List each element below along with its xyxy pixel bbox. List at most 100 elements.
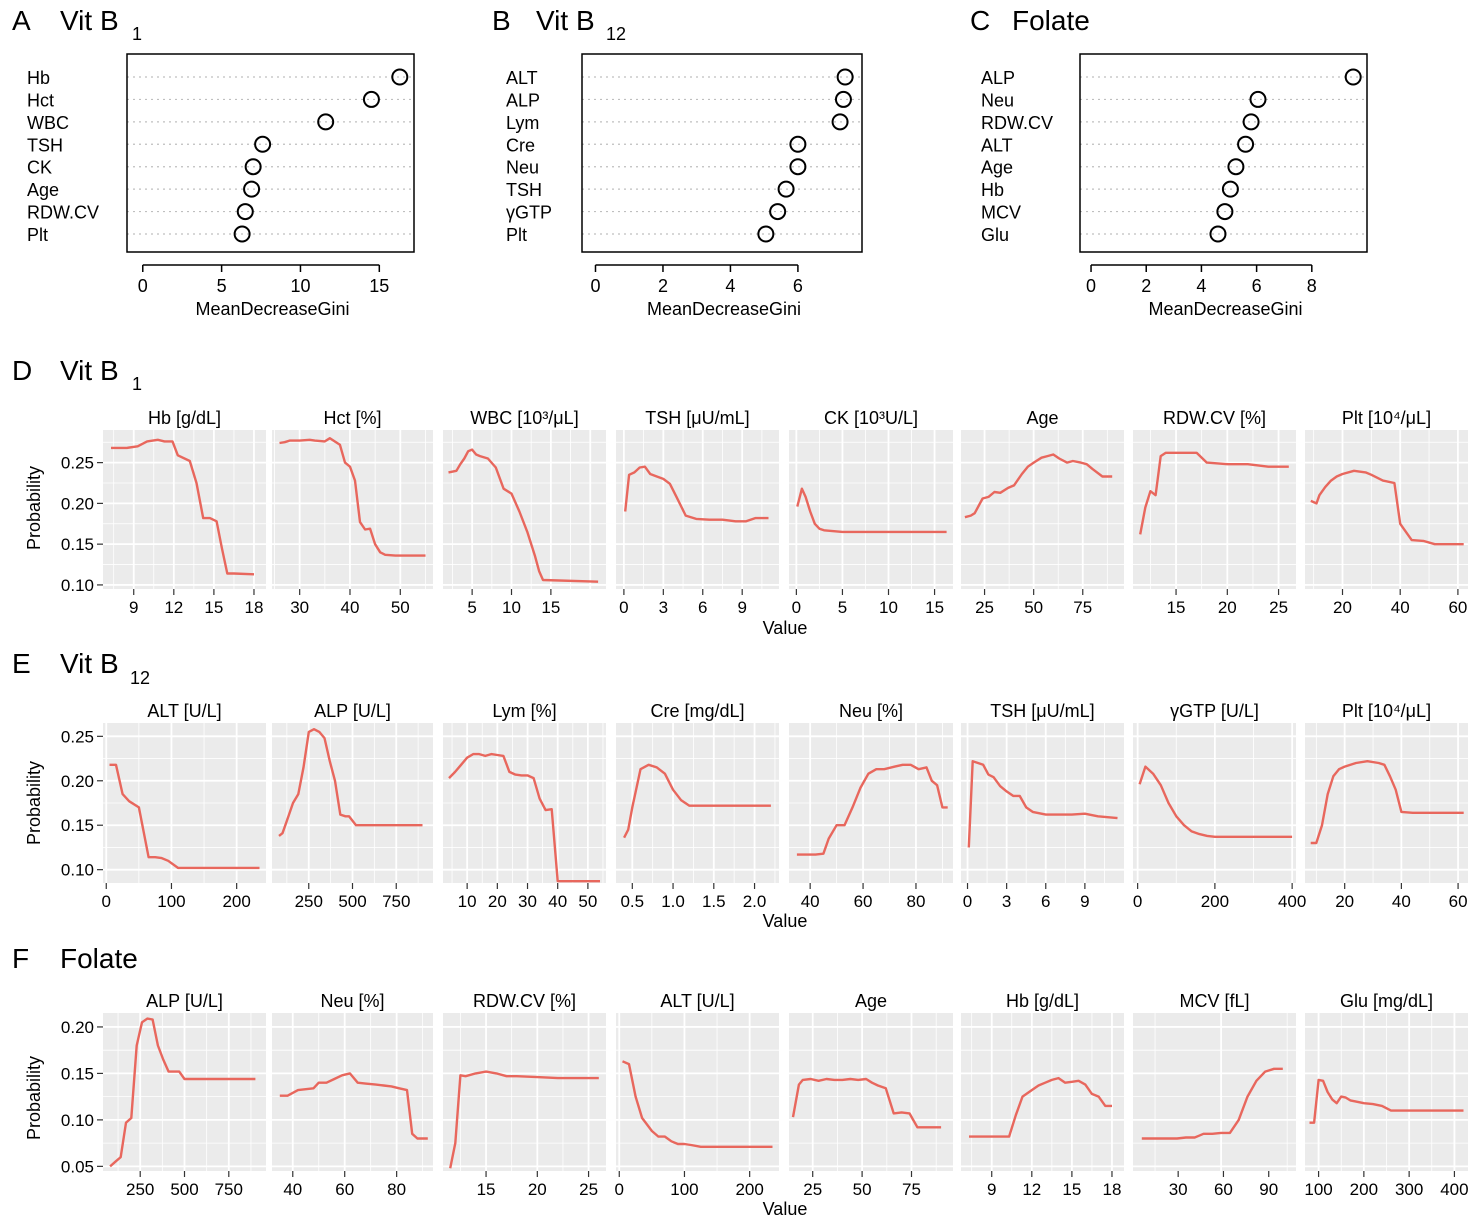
y-tick-label: 0.10 (61, 861, 94, 880)
panel-title-e: Vit B (60, 648, 119, 679)
pdp-facet: 250 500 750 ALP [U/L] (272, 701, 433, 911)
data-point (757, 225, 775, 243)
x-tick-label: 40 (283, 1180, 302, 1199)
x-tick-label: 4 (725, 276, 735, 296)
data-point (1249, 90, 1267, 108)
value-label-d: Value (763, 618, 808, 638)
x-tick-label: 20 (1218, 598, 1237, 617)
series-line (624, 465, 769, 523)
panel-letter-d: D (12, 355, 32, 386)
x-tick-label: 0 (619, 598, 628, 617)
pdp-facet: 15 20 25 RDW.CV [%] (1133, 408, 1296, 617)
x-tick-label: 9 (129, 598, 138, 617)
x-tick-label: 40 (1391, 598, 1410, 617)
x-tick-label: 80 (907, 892, 926, 911)
x-tick-label: 25 (975, 598, 994, 617)
facet-title: Hb [g/dL] (1006, 991, 1079, 1011)
category-label: WBC (27, 113, 69, 133)
data-point (362, 90, 380, 108)
x-tick-label: 6 (1252, 276, 1262, 296)
panel-title-a: Vit B (60, 5, 119, 36)
x-tick-label: 25 (1269, 598, 1288, 617)
pdp-facet: 9 12 15 18 Hb [g/dL] (103, 408, 266, 617)
facet-title: ALP [U/L] (314, 701, 391, 721)
panel-title-d: Vit B (60, 355, 119, 386)
pdp-facet: 0 200 400 γGTP [U/L] (1133, 701, 1306, 911)
facet-title: ALT [U/L] (660, 991, 734, 1011)
x-tick-label: 0 (963, 892, 972, 911)
x-tick-label: 5 (838, 598, 847, 617)
category-label: Glu (981, 225, 1009, 245)
facet-background (1305, 430, 1468, 589)
pdp-facet: 5 10 15 WBC [10³/μL] (443, 408, 606, 617)
facet-title: RDW.CV [%] (473, 991, 576, 1011)
x-tick-label: 15 (541, 598, 560, 617)
facet-background (1133, 430, 1296, 589)
x-tick-label: 15 (1062, 1180, 1081, 1199)
x-tick-label: 40 (1392, 892, 1411, 911)
x-tick-label: 9 (737, 598, 746, 617)
plot-frame (1079, 53, 1368, 253)
pdp-facet: 0 100 200 ALT [U/L] (615, 991, 779, 1199)
x-tick-label: 60 (1448, 598, 1467, 617)
category-label: Lym (506, 113, 539, 133)
panel-title-a-sub: 1 (132, 24, 142, 44)
facet-background (443, 430, 606, 589)
facet-title: WBC [10³/μL] (470, 408, 578, 428)
facet-title: Age (1026, 408, 1058, 428)
data-point (1344, 68, 1362, 86)
panel-heading-f: F Folate (12, 943, 138, 974)
facet-background (616, 430, 779, 589)
category-label: Hb (27, 68, 50, 88)
x-tick-label: 100 (670, 1180, 698, 1199)
y-tick-label: 0.20 (61, 1018, 94, 1037)
category-label: RDW.CV (981, 113, 1053, 133)
panel-title-b: Vit B (536, 5, 595, 36)
x-tick-label: 10 (458, 892, 477, 911)
x-tick-label: 1.0 (661, 892, 685, 911)
y-tick-label: 0.20 (61, 772, 94, 791)
facet-title: Neu [%] (839, 701, 903, 721)
pdp-facet: 20 40 60 Plt [10⁴/μL] (1305, 408, 1468, 617)
x-tick-label: 60 (854, 892, 873, 911)
pdp-facet: 10 20 30 40 50 Lym [%] (443, 701, 606, 911)
category-label: Hb (981, 180, 1004, 200)
data-point (769, 203, 787, 221)
x-tick-label: 80 (387, 1180, 406, 1199)
panel-title-c: Folate (1012, 5, 1090, 36)
pdp-facet: 20 40 60 Plt [10⁴/μL] (1305, 701, 1468, 911)
pdp-facet: 30 40 50 Hct [%] (272, 408, 433, 617)
data-point (777, 180, 795, 198)
data-point (243, 180, 261, 198)
series-line (1138, 765, 1293, 838)
y-tick-label: 0.15 (61, 816, 94, 835)
x-tick-label: 30 (290, 598, 309, 617)
series-line (1310, 469, 1464, 546)
category-label: ALT (981, 135, 1013, 155)
panel-title-d-sub: 1 (132, 374, 142, 394)
series-line (1309, 1078, 1464, 1124)
category-label: Hct (27, 90, 54, 110)
data-point (1237, 135, 1255, 153)
series-line (1139, 451, 1289, 535)
x-tick-label: 6 (698, 598, 707, 617)
ylabel-f: Probability (24, 1056, 44, 1140)
category-label: Age (27, 180, 59, 200)
facet-background (443, 1013, 606, 1171)
data-point (236, 203, 254, 221)
series-line (448, 448, 599, 583)
data-point (789, 158, 807, 176)
panel-heading-a: A Vit B 1 (12, 5, 142, 44)
x-tick-label: 0 (102, 892, 111, 911)
x-tick-label: 9 (987, 1180, 996, 1199)
series-line (279, 437, 426, 557)
facet-title: Neu [%] (320, 991, 384, 1011)
x-tick-label: 15 (477, 1180, 496, 1199)
category-label: TSH (27, 135, 63, 155)
x-tick-label: 30 (518, 892, 537, 911)
x-tick-label: 500 (170, 1180, 198, 1199)
